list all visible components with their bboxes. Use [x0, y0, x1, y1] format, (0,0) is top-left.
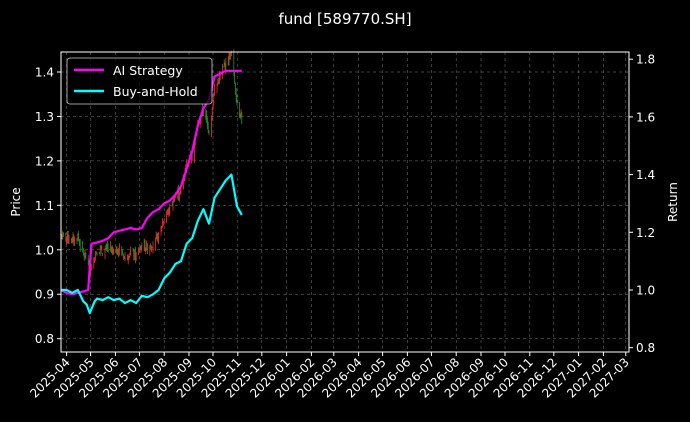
y-axis-left: 0.8 0.9 1.0 1.1 1.2 1.3 1.4 [35, 66, 61, 346]
y-axis-right: 0.8 1.0 1.2 1.4 1.6 1.8 [629, 53, 655, 355]
y-axis-right-label: Return [666, 182, 680, 222]
series-line-buy-and-hold [61, 173, 243, 315]
y-left-tick-label: 1.0 [35, 243, 54, 257]
y-left-tick-label: 1.1 [35, 199, 54, 213]
y-left-tick-label: 1.3 [35, 110, 54, 124]
legend-label-ai-strategy: AI Strategy [113, 63, 183, 78]
y-axis-left-label: Price [9, 187, 23, 216]
y-left-tick-label: 0.8 [35, 332, 54, 346]
plot-frame [60, 51, 630, 353]
y-left-tick-label: 1.2 [35, 154, 54, 168]
y-right-tick-label: 1.0 [636, 283, 655, 297]
legend-label-buy-and-hold: Buy-and-Hold [113, 84, 198, 99]
y-left-tick-label: 0.9 [35, 288, 54, 302]
y-right-tick-label: 1.8 [636, 53, 655, 67]
legend: AI Strategy Buy-and-Hold [66, 57, 213, 105]
y-right-tick-label: 1.6 [636, 110, 655, 124]
chart-title: fund [589770.SH] [278, 10, 411, 28]
y-left-tick-label: 1.4 [35, 66, 54, 80]
y-right-tick-label: 1.4 [636, 168, 655, 182]
y-right-tick-label: 0.8 [636, 341, 655, 355]
y-right-tick-label: 1.2 [636, 226, 655, 240]
